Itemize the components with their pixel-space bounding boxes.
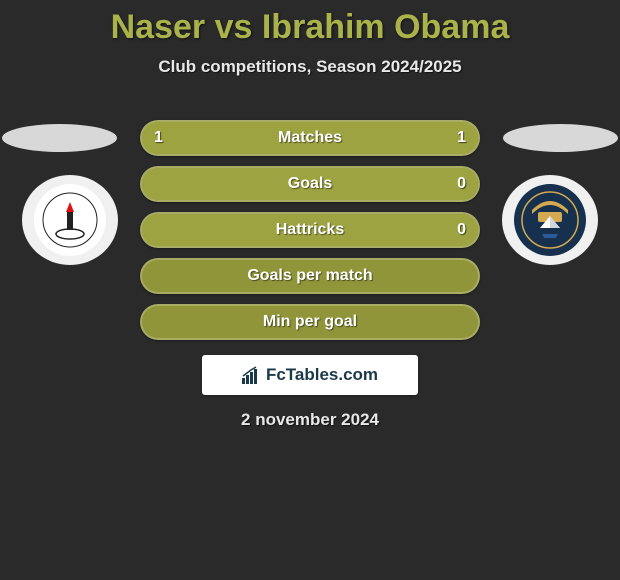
bar-chart-icon [242,366,262,384]
stat-row: 0Hattricks [140,212,480,248]
player-left-silhouette [2,124,117,152]
club-badge-right-inner [514,184,586,256]
stat-row: Min per goal [140,304,480,340]
brand-text: FcTables.com [266,365,378,385]
club-badge-left-inner [34,184,106,256]
stats-container: 11Matches0Goals0HattricksGoals per match… [140,120,480,350]
stat-value-right: 0 [457,175,466,193]
stat-value-right: 0 [457,221,466,239]
stat-label: Goals [142,175,478,193]
comparison-subtitle: Club competitions, Season 2024/2025 [0,57,620,77]
club-badge-right [502,175,598,265]
footer-date: 2 november 2024 [0,410,620,430]
player-right-silhouette [503,124,618,152]
stat-label: Hattricks [142,221,478,239]
stat-value-left: 1 [154,129,163,147]
stat-label: Matches [142,129,478,147]
stat-label: Min per goal [142,313,478,331]
stat-row: 0Goals [140,166,480,202]
brand-logo: FcTables.com [202,355,418,395]
stat-label: Goals per match [142,267,478,285]
enppi-club-icon [42,192,98,248]
stat-row: Goals per match [140,258,480,294]
club-badge-left [22,175,118,265]
stat-row: 1 1Matches [140,120,480,156]
stat-value-right: 1 [457,129,466,147]
comparison-title: Naser vs Ibrahim Obama [0,0,620,47]
pyramids-club-icon [520,190,580,250]
